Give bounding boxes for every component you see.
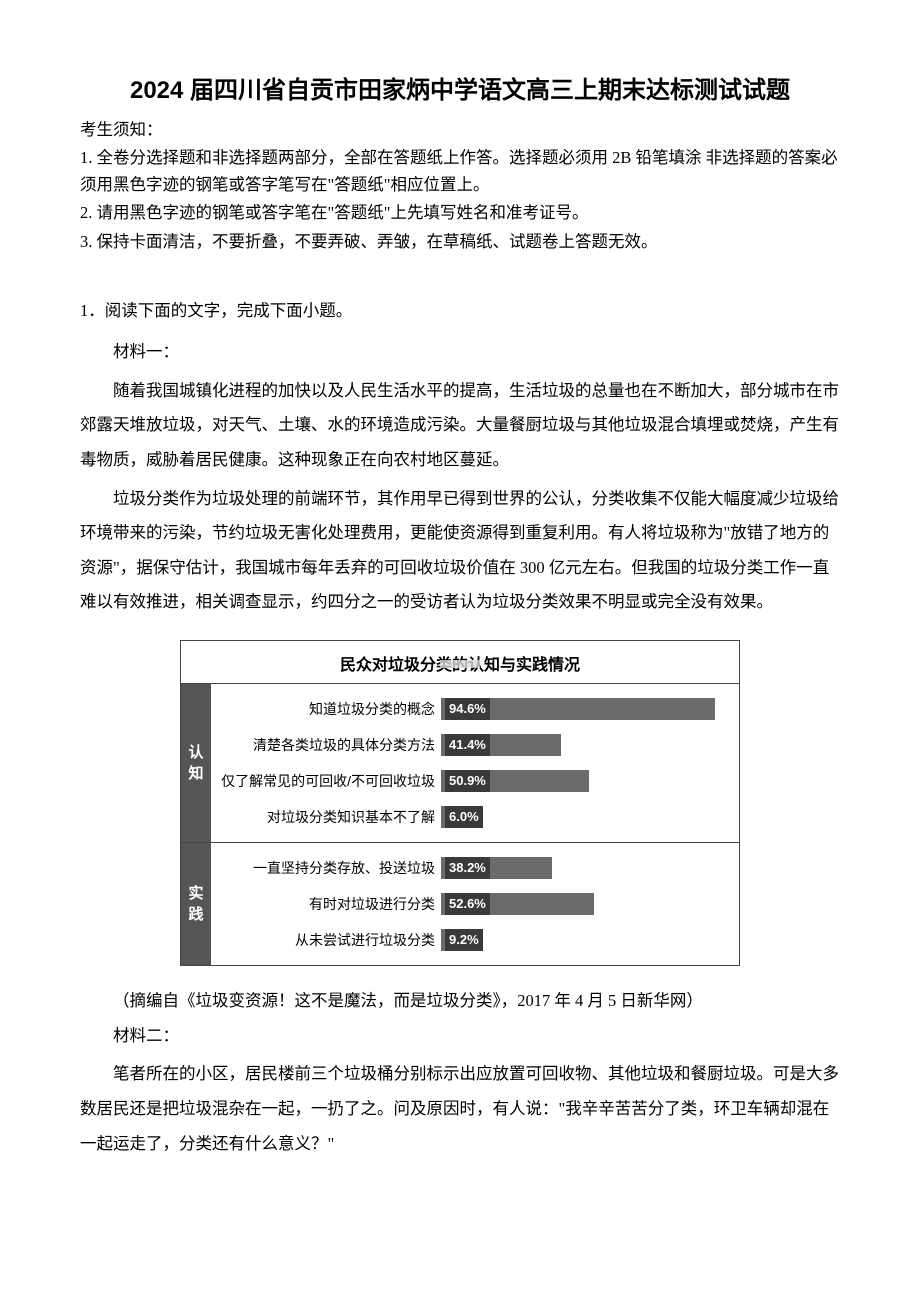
chart-bar-row: 对垃圾分类知识基本不了解6.0% xyxy=(211,802,739,832)
question-1-header: 1．阅读下面的文字，完成下面小题。 xyxy=(80,297,840,325)
chart-bar-label: 对垃圾分类知识基本不了解 xyxy=(211,807,441,827)
chart-bar-value: 9.2% xyxy=(445,929,483,951)
chart-bar-track: 9.2% xyxy=(441,929,739,951)
notice-header: 考生须知： xyxy=(80,117,840,143)
material-1-label: 材料一： xyxy=(80,335,840,370)
chart-bar-value: 41.4% xyxy=(445,734,490,756)
chart-bar-track: 38.2% xyxy=(441,857,739,879)
chart-bar-value: 38.2% xyxy=(445,857,490,879)
chart-bar-label: 从未尝试进行垃圾分类 xyxy=(211,930,441,950)
material-1-paragraph-2: 垃圾分类作为垃圾处理的前端环节，其作用早已得到世界的公认，分类收集不仅能大幅度减… xyxy=(80,482,840,621)
chart-bar-label: 一直坚持分类存放、投送垃圾 xyxy=(211,858,441,878)
chart-bar-row: 有时对垃圾进行分类52.6% xyxy=(211,889,739,919)
notice-item-2: 2. 请用黑色字迹的钢笔或答字笔在"答题纸"上先填写姓名和准考证号。 xyxy=(80,200,840,226)
chart-bar-value: 94.6% xyxy=(445,698,490,720)
chart-bar-value: 6.0% xyxy=(445,806,483,828)
chart-bar-row: 知道垃圾分类的概念94.6% xyxy=(211,694,739,724)
chart-bars-col-1: 一直坚持分类存放、投送垃圾38.2%有时对垃圾进行分类52.6%从未尝试进行垃圾… xyxy=(211,843,739,965)
chart-bar-track: 6.0% xyxy=(441,806,739,828)
chart-bar-label: 知道垃圾分类的概念 xyxy=(211,699,441,719)
chart-bar-label: 清楚各类垃圾的具体分类方法 xyxy=(211,735,441,755)
chart-section-1: 实践一直坚持分类存放、投送垃圾38.2%有时对垃圾进行分类52.6%从未尝试进行… xyxy=(181,842,739,965)
chart-bar-value: 50.9% xyxy=(445,770,490,792)
chart-bar-value: 52.6% xyxy=(445,893,490,915)
page-title: 2024 届四川省自贡市田家炳中学语文高三上期末达标测试试题 xyxy=(80,70,840,105)
chart-section-0: 认知知道垃圾分类的概念94.6%清楚各类垃圾的具体分类方法41.4%仅了解常见的… xyxy=(181,683,739,842)
material-2-label: 材料二： xyxy=(80,1019,840,1054)
spacer xyxy=(80,257,840,297)
survey-chart: 民众对垃圾分类的认知与实践情况 认知知道垃圾分类的概念94.6%清楚各类垃圾的具… xyxy=(180,640,740,966)
chart-bar-row: 一直坚持分类存放、投送垃圾38.2% xyxy=(211,853,739,883)
chart-bar-row: 清楚各类垃圾的具体分类方法41.4% xyxy=(211,730,739,760)
chart-bar-label: 仅了解常见的可回收/不可回收垃圾 xyxy=(211,771,441,791)
chart-bars-col-0: 知道垃圾分类的概念94.6%清楚各类垃圾的具体分类方法41.4%仅了解常见的可回… xyxy=(211,684,739,842)
chart-section-label-0: 认知 xyxy=(181,684,211,842)
material-1-paragraph-1: 随着我国城镇化进程的加快以及人民生活水平的提高，生活垃圾的总量也在不断加大，部分… xyxy=(80,374,840,478)
chart-bar-row: 从未尝试进行垃圾分类9.2% xyxy=(211,925,739,955)
chart-bar-track: 52.6% xyxy=(441,893,739,915)
material-2-paragraph-1: 笔者所在的小区，居民楼前三个垃圾桶分别标示出应放置可回收物、其他垃圾和餐厨垃圾。… xyxy=(80,1057,840,1161)
chart-bar-track: 50.9% xyxy=(441,770,739,792)
chart-bar-track: 41.4% xyxy=(441,734,739,756)
chart-bar-label: 有时对垃圾进行分类 xyxy=(211,894,441,914)
chart-bar-track: 94.6% xyxy=(441,698,739,720)
chart-bar-row: 仅了解常见的可回收/不可回收垃圾50.9% xyxy=(211,766,739,796)
notice-item-3: 3. 保持卡面清洁，不要折叠，不要弄破、弄皱，在草稿纸、试题卷上答题无效。 xyxy=(80,229,840,255)
watermark-bar xyxy=(440,660,480,668)
notice-item-1: 1. 全卷分选择题和非选择题两部分，全部在答题纸上作答。选择题必须用 2B 铅笔… xyxy=(80,145,840,198)
chart-section-label-1: 实践 xyxy=(181,843,211,965)
material-1-source: （摘编自《垃圾变资源！这不是魔法，而是垃圾分类》，2017 年 4 月 5 日新… xyxy=(80,984,840,1019)
